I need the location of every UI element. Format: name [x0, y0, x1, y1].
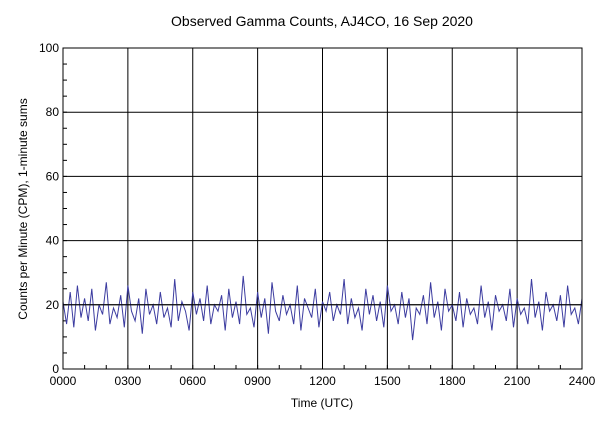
y-tick-label-1: 20 — [46, 298, 60, 312]
plot-area-frame — [62, 47, 583, 370]
x-tick-label-1: 0300 — [115, 374, 142, 388]
x-tick-label-7: 2100 — [504, 374, 531, 388]
y-axis-label: Counts per Minute (CPM), 1-minute sums — [16, 98, 30, 319]
x-tick-label-5: 1500 — [374, 374, 401, 388]
x-tick-label-2: 0600 — [179, 374, 206, 388]
x-tick-label-4: 1200 — [309, 374, 336, 388]
x-axis-tick-labels: 0000 0300 0600 0900 1200 1500 1800 2100 2400 — [50, 374, 596, 388]
y-tick-label-2: 40 — [46, 234, 60, 248]
y-tick-label-5: 100 — [39, 41, 59, 55]
x-axis-label: Time (UTC) — [291, 396, 353, 410]
x-tick-label-6: 1800 — [439, 374, 466, 388]
x-tick-label-3: 0900 — [244, 374, 271, 388]
chart-title: Observed Gamma Counts, AJ4CO, 16 Sep 202… — [171, 13, 473, 29]
y-tick-label-0: 0 — [52, 362, 59, 376]
y-axis-tick-labels: 0 20 40 60 80 100 — [39, 41, 59, 376]
x-tick-label-8: 2400 — [569, 374, 596, 388]
x-tick-label-0: 0000 — [50, 374, 77, 388]
y-tick-label-4: 80 — [46, 105, 60, 119]
y-tick-label-3: 60 — [46, 169, 60, 183]
